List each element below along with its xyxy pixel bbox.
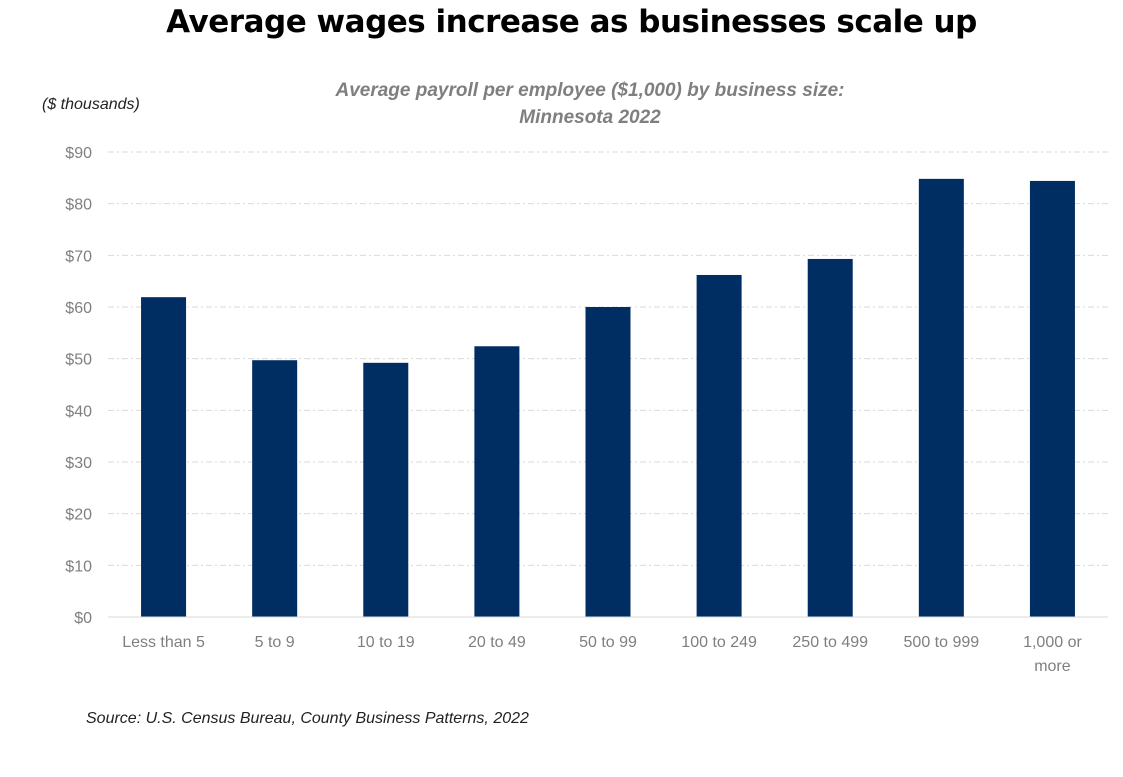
y-axis-units-label: ($ thousands) [42,96,140,113]
y-tick-label: $20 [65,507,92,524]
y-tick-label: $70 [65,248,92,265]
bar [363,362,409,617]
x-tick-label: 50 to 99 [579,634,637,651]
y-tick-label: $10 [65,558,92,575]
bar [1029,180,1075,617]
subtitle-line-1: Average payroll per employee ($1,000) by… [335,80,845,101]
x-tick-label-line: Less than 5 [122,634,205,651]
bar [474,346,520,617]
bar [807,258,853,617]
y-tick-label: $50 [65,352,92,369]
bar [252,360,298,617]
x-tick-label-line: 50 to 99 [579,634,637,651]
x-tick-label-line: 20 to 49 [468,634,526,651]
bar [141,297,187,617]
x-tick-label: Less than 5 [122,634,205,651]
y-tick-label: $60 [65,300,92,317]
x-tick-label: 10 to 19 [357,634,415,651]
x-tick-label: 500 to 999 [904,634,980,651]
y-tick-label: $40 [65,403,92,420]
chart-subtitle: Average payroll per employee ($1,000) by… [240,77,940,131]
subtitle-line-2: Minnesota 2022 [519,107,661,128]
x-tick-label: 250 to 499 [792,634,868,651]
y-tick-label: $80 [65,197,92,214]
source-note: Source: U.S. Census Bureau, County Busin… [86,710,529,727]
x-tick-label-line: more [1034,658,1071,675]
y-tick-label: $90 [65,145,92,162]
bar [585,307,631,617]
y-tick-label: $30 [65,455,92,472]
x-tick-label-line: 10 to 19 [357,634,415,651]
x-tick-label: 1,000 or more [1023,634,1082,675]
x-tick-label-line: 100 to 249 [681,634,757,651]
x-tick-label-line: 5 to 9 [255,634,295,651]
x-tick-label: 5 to 9 [255,634,295,651]
x-tick-label: 100 to 249 [681,634,757,651]
y-axis-ticks: $0 $10 $20 $30 $40 $50 $60 $70 $80 $90 [65,145,92,627]
bar [918,178,964,617]
x-axis-ticks: Less than 5 5 to 9 10 to 19 20 to 49 50 to 9… [122,634,1082,675]
x-tick-label-line: 500 to 999 [904,634,980,651]
x-tick-label: 20 to 49 [468,634,526,651]
x-tick-label-line: 1,000 or [1023,634,1082,651]
bars [141,178,1075,617]
bar [696,274,742,617]
x-tick-label-line: 250 to 499 [792,634,868,651]
chart-title: Average wages increase as businesses sca… [166,4,977,40]
y-tick-label: $0 [74,610,92,627]
